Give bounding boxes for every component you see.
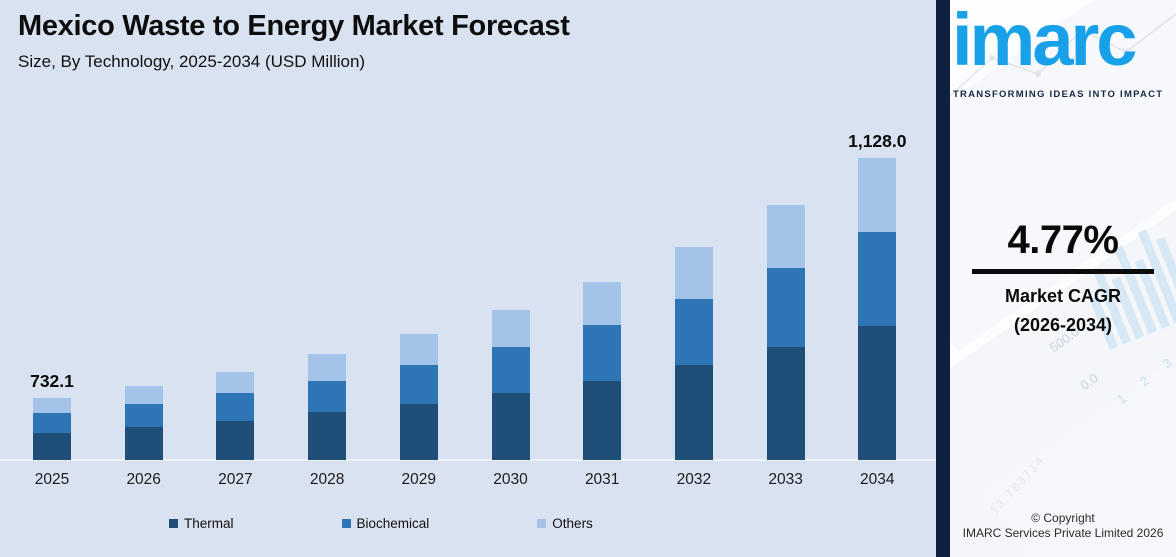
bar-segment-thermal-2031 bbox=[583, 381, 622, 460]
bar-segment-thermal-2034 bbox=[858, 326, 897, 460]
chart-legend: Thermal Biochemical Others bbox=[169, 516, 593, 531]
bar-2033 bbox=[766, 205, 805, 460]
x-axis-label-2026: 2026 bbox=[126, 471, 161, 488]
bar-segment-biochemical-2025 bbox=[33, 413, 71, 433]
bar-2032 bbox=[674, 247, 713, 460]
brand-tagline: TRANSFORMING IDEAS INTO IMPACT bbox=[953, 89, 1164, 100]
bar-segment-others-2033 bbox=[766, 205, 805, 268]
bar-segment-biochemical-2029 bbox=[399, 365, 438, 404]
copyright-notice: © Copyright IMARC Services Private Limit… bbox=[950, 511, 1176, 541]
bar-segment-biochemical-2031 bbox=[583, 325, 622, 381]
bar-segment-others-2027 bbox=[216, 372, 255, 393]
x-axis-label-2027: 2027 bbox=[218, 471, 253, 488]
bar-segment-others-2025 bbox=[33, 398, 71, 413]
bar-segment-others-2031 bbox=[583, 282, 622, 325]
legend-swatch-others bbox=[537, 519, 547, 528]
bar-segment-others-2032 bbox=[674, 247, 713, 299]
cagr-label: Market CAGR bbox=[1004, 286, 1122, 306]
bar-2029 bbox=[399, 334, 438, 460]
x-axis-label-2030: 2030 bbox=[493, 471, 528, 488]
copyright-line2: IMARC Services Private Limited 2026 bbox=[962, 526, 1164, 540]
bar-segment-thermal-2026 bbox=[124, 427, 163, 460]
x-axis-line bbox=[0, 459, 936, 461]
bar-segment-thermal-2032 bbox=[674, 365, 713, 460]
bar-segment-biochemical-2028 bbox=[308, 381, 347, 412]
stacked-bar-chart: 2025 732.1 2026 2027 2028 2029 2030 2031 2032 203… bbox=[0, 131, 936, 488]
legend-label-thermal: Thermal bbox=[184, 516, 234, 531]
chart-subtitle: Size, By Technology, 2025-2034 (USD Mill… bbox=[18, 52, 366, 71]
x-axis-label-2028: 2028 bbox=[309, 471, 345, 488]
bar-segment-others-2029 bbox=[399, 334, 438, 365]
x-axis-label-2025: 2025 bbox=[34, 471, 70, 488]
bar-2026 bbox=[124, 386, 163, 460]
legend-label-biochemical: Biochemical bbox=[356, 516, 430, 531]
x-axis-label-2032: 2032 bbox=[676, 471, 712, 488]
bar-2030 bbox=[491, 310, 530, 460]
x-axis-label-2034: 2034 bbox=[860, 471, 895, 488]
chart-title: Mexico Waste to Energy Market Forecast bbox=[18, 10, 570, 42]
bar-segment-biochemical-2034 bbox=[858, 232, 897, 326]
bar-2034 bbox=[858, 158, 897, 460]
cagr-callout: 4.77% Market CAGR (2026-2034) bbox=[950, 218, 1176, 336]
cagr-period: (2026-2034) bbox=[1013, 315, 1113, 335]
bar-value-label-2034: 1,128.0 bbox=[848, 131, 907, 151]
network-lines-graphic bbox=[950, 13, 1176, 97]
bar-2028 bbox=[308, 354, 347, 460]
x-axis-label-2031: 2031 bbox=[584, 471, 620, 488]
bar-segment-biochemical-2032 bbox=[674, 299, 713, 365]
bar-2031 bbox=[583, 282, 622, 460]
bar-segment-others-2026 bbox=[124, 386, 163, 404]
chart-panel: Mexico Waste to Energy Market Forecast S… bbox=[0, 10, 936, 531]
bar-segment-thermal-2033 bbox=[766, 347, 805, 460]
legend-item-others: Others bbox=[537, 516, 593, 531]
bar-segment-thermal-2029 bbox=[399, 404, 438, 460]
legend-label-others: Others bbox=[552, 516, 593, 531]
x-axis-label-2033: 2033 bbox=[768, 471, 803, 488]
legend-item-thermal: Thermal bbox=[169, 516, 234, 531]
bar-segment-others-2034 bbox=[858, 158, 897, 232]
cagr-value: 4.77% bbox=[1007, 218, 1119, 262]
bar-segment-biochemical-2033 bbox=[766, 268, 805, 347]
bar-segment-others-2028 bbox=[308, 354, 347, 381]
bar-segment-thermal-2028 bbox=[308, 412, 347, 460]
legend-swatch-biochemical bbox=[341, 519, 351, 528]
bar-segment-biochemical-2026 bbox=[124, 404, 163, 427]
bar-segment-thermal-2025 bbox=[33, 433, 71, 460]
bar-segment-biochemical-2027 bbox=[216, 393, 255, 421]
bar-2027 bbox=[216, 372, 255, 460]
cagr-underline bbox=[972, 269, 1154, 274]
bar-2025 bbox=[33, 398, 71, 460]
bar-value-label-2025: 732.1 bbox=[30, 371, 74, 391]
copyright-line1: © Copyright bbox=[1031, 511, 1095, 525]
imarc-logo: imarc bbox=[952, 0, 1137, 81]
bar-segment-biochemical-2030 bbox=[491, 347, 530, 393]
legend-item-biochemical: Biochemical bbox=[341, 516, 430, 531]
x-axis-label-2029: 2029 bbox=[401, 471, 437, 488]
bar-segment-others-2030 bbox=[491, 310, 530, 347]
legend-swatch-thermal bbox=[169, 519, 178, 528]
bar-segment-thermal-2027 bbox=[216, 421, 255, 460]
brand-panel: 500.0 0.0 1 2 3 4 13.783714 imarc TRANSF… bbox=[950, 0, 1176, 557]
bar-segment-thermal-2030 bbox=[491, 393, 530, 460]
panel-divider bbox=[936, 0, 950, 557]
